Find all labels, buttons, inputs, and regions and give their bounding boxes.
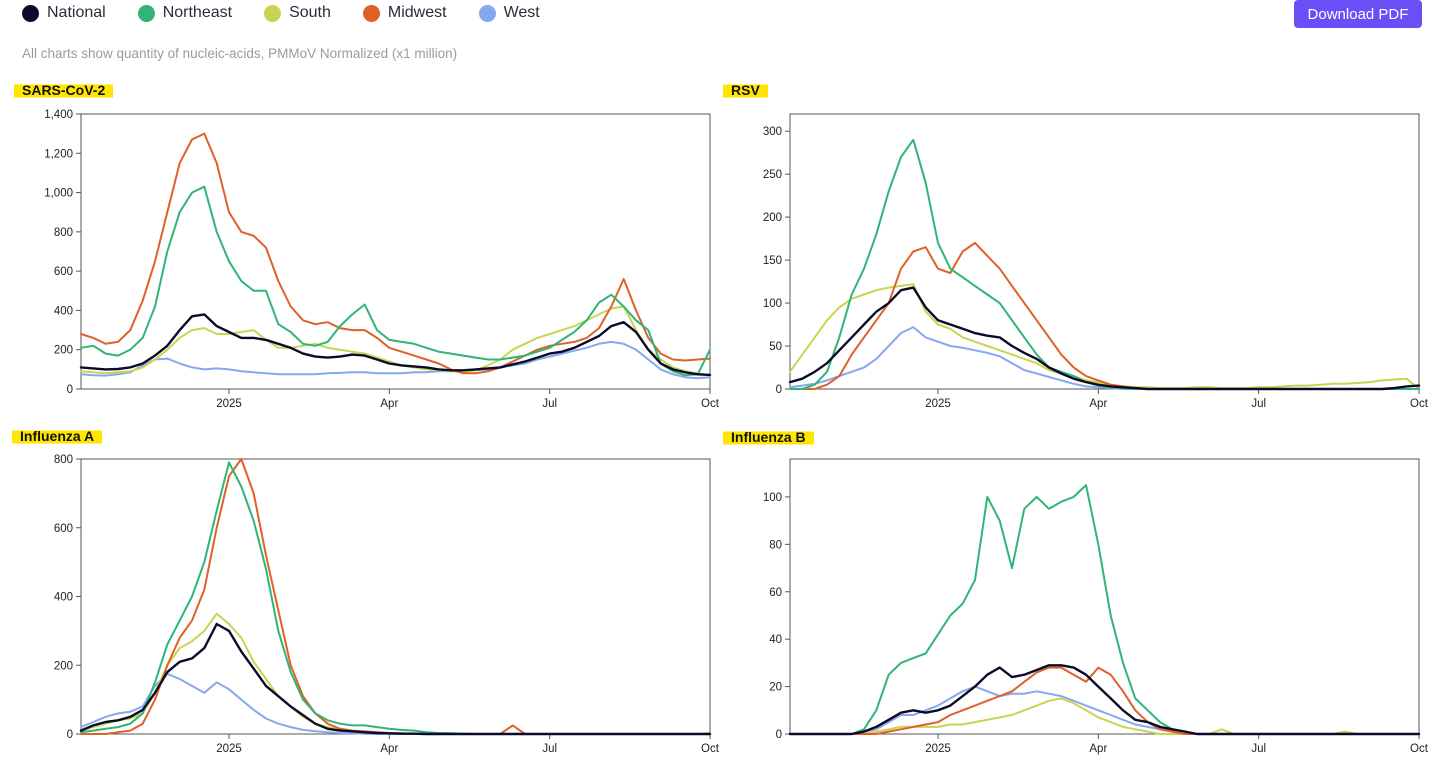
rsv-series-midwest	[789, 241, 1420, 390]
chart-sars-cov-2: 0 200 400 600 800 1,000 1,200 1,400 2025 Apr Jul Oc…	[44, 109, 720, 410]
legend-dot-west	[478, 4, 496, 22]
chart-influenza-b: 0 20 40 60 80 100 2025 Apr Jul Oct	[763, 458, 1429, 755]
influenza-a-x-tick-label: Apr	[380, 743, 398, 755]
influenza-a-y-tick-label: 200	[54, 660, 73, 672]
legend-label-west: West	[503, 4, 540, 21]
sars-cov-2-series-midwest	[80, 132, 711, 375]
chart-title-influenza-b: Influenza B	[723, 427, 814, 447]
sars-cov-2-series-northeast	[80, 185, 711, 377]
sars-cov-2-x-tick-label: Oct	[701, 398, 720, 410]
influenza-b-y-tick-label: 20	[769, 682, 782, 694]
rsv-series-national	[788, 286, 1421, 391]
sars-cov-2-series-national	[79, 313, 712, 377]
legend-item-west[interactable]: West	[478, 4, 540, 22]
rsv-series-south	[789, 283, 1420, 390]
sars-cov-2-y-tick-label: 600	[54, 266, 73, 278]
units-note: All charts show quantity of nucleic-acid…	[22, 46, 458, 61]
rsv-x-tick-label: Apr	[1089, 398, 1107, 410]
sars-cov-2-y-tick-label: 1,200	[44, 148, 73, 160]
influenza-a-series-midwest	[80, 458, 711, 735]
influenza-b-y-tick-label: 80	[769, 539, 782, 551]
influenza-b-y-tick-label: 0	[776, 729, 782, 741]
influenza-b-x-tick-label: Apr	[1089, 743, 1107, 755]
influenza-b-x-tick-label: Jul	[1251, 743, 1266, 755]
influenza-a-x-tick-label: Jul	[542, 743, 557, 755]
sars-cov-2-plot-frame	[80, 113, 711, 390]
influenza-b-y-tick-label: 40	[769, 634, 782, 646]
legend-dot-northeast	[137, 4, 155, 22]
sars-cov-2-y-tick-label: 1,400	[44, 109, 73, 121]
influenza-a-series-northeast	[80, 461, 711, 735]
legend-label-midwest: Midwest	[387, 4, 447, 21]
influenza-b-series-national	[788, 664, 1421, 736]
influenza-a-y-tick-label: 600	[54, 523, 73, 535]
influenza-a-y-tick-label: 400	[54, 592, 73, 604]
legend-dot-midwest	[362, 4, 380, 22]
rsv-series-west	[789, 326, 1420, 390]
sars-cov-2-y-tick-label: 0	[67, 384, 73, 396]
chart-influenza-a: 0 200 400 600 800 2025 Apr Jul Oct	[54, 454, 720, 755]
influenza-a-x-tick-label: Oct	[701, 743, 720, 755]
influenza-b-series-northeast	[789, 484, 1420, 735]
chart-title-rsv: RSV	[723, 80, 768, 100]
legend-item-northeast[interactable]: Northeast	[137, 4, 233, 22]
influenza-b-series-south	[789, 697, 1420, 735]
influenza-a-y-tick-label: 0	[67, 729, 73, 741]
influenza-a-x-tick-label: 2025	[216, 743, 242, 755]
rsv-y-tick-label: 250	[763, 169, 782, 181]
rsv-x-tick-label: 2025	[925, 398, 951, 410]
rsv-y-tick-label: 100	[763, 298, 782, 310]
rsv-x-tick-label: Jul	[1251, 398, 1266, 410]
rsv-y-tick-label: 300	[763, 126, 782, 138]
sars-cov-2-x-tick-label: Apr	[380, 398, 398, 410]
influenza-b-x-tick-label: 2025	[925, 743, 951, 755]
rsv-x-tick-label: Oct	[1410, 398, 1429, 410]
chart-title-influenza-a: Influenza A	[12, 426, 103, 446]
influenza-b-y-tick-label: 100	[763, 492, 782, 504]
legend-item-south[interactable]: South	[264, 4, 331, 22]
legend-label-south: South	[289, 4, 331, 21]
sars-cov-2-y-tick-label: 800	[54, 227, 73, 239]
legend-label-northeast: Northeast	[162, 4, 233, 21]
legend-item-midwest[interactable]: Midwest	[362, 4, 447, 22]
influenza-a-series-south	[80, 612, 711, 735]
rsv-y-tick-label: 50	[769, 341, 782, 353]
influenza-a-y-tick-label: 800	[54, 454, 73, 466]
influenza-a-series-national	[79, 622, 712, 736]
rsv-y-tick-label: 150	[763, 255, 782, 267]
influenza-b-y-tick-label: 60	[769, 587, 782, 599]
rsv-y-tick-label: 0	[776, 384, 782, 396]
legend-label-national: National	[47, 4, 106, 21]
legend-dot-south	[264, 4, 282, 22]
influenza-b-plot-frame	[789, 458, 1420, 735]
chart-title-sars-cov-2: SARS-CoV-2	[14, 80, 114, 100]
influenza-a-series-west	[80, 672, 711, 735]
sars-cov-2-y-tick-label: 400	[54, 305, 73, 317]
chart-rsv: 0 50 100 150 200 250 300 2025 Apr Jul Oct	[763, 113, 1429, 410]
rsv-y-tick-label: 200	[763, 212, 782, 224]
sars-cov-2-y-tick-label: 1,000	[44, 188, 73, 200]
sars-cov-2-y-tick-label: 200	[54, 345, 73, 357]
download-pdf-button[interactable]: Download PDF	[1294, 0, 1422, 28]
influenza-b-x-tick-label: Oct	[1410, 743, 1429, 755]
legend: National Northeast South Midwest West	[22, 3, 572, 23]
influenza-a-plot-frame	[80, 458, 711, 735]
legend-dot-national	[22, 4, 39, 22]
sars-cov-2-x-tick-label: 2025	[216, 398, 242, 410]
sars-cov-2-series-west	[80, 340, 711, 380]
legend-item-national[interactable]: National	[22, 4, 106, 22]
rsv-plot-frame	[789, 113, 1420, 390]
sars-cov-2-x-tick-label: Jul	[542, 398, 557, 410]
